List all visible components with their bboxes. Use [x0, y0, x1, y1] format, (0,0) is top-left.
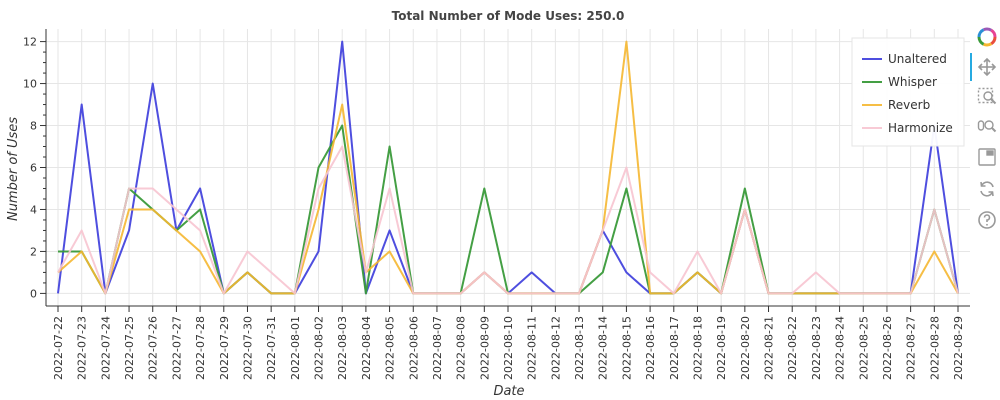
y-tick-label: 2: [30, 245, 37, 258]
x-tick-label: 2022-08-10: [502, 316, 515, 380]
x-tick-label: 2022-07-23: [76, 316, 89, 380]
y-tick-label: 6: [30, 162, 37, 175]
help-icon[interactable]: [976, 209, 998, 231]
x-tick-label: 2022-07-30: [241, 316, 254, 380]
x-tick-label: 2022-08-09: [478, 316, 491, 380]
x-tick-label: 2022-08-08: [455, 316, 468, 380]
x-tick-label: 2022-07-26: [147, 316, 160, 380]
x-tick-label: 2022-07-31: [265, 316, 278, 380]
x-tick-label: 2022-08-01: [289, 316, 302, 380]
legend-label-unaltered: Unaltered: [888, 52, 947, 66]
x-tick-label: 2022-08-12: [549, 316, 562, 380]
x-tick-label: 2022-08-28: [928, 316, 941, 380]
x-tick-label: 2022-08-04: [360, 316, 373, 380]
legend-label-whisper: Whisper: [888, 75, 937, 89]
x-tick-label: 2022-07-28: [194, 316, 207, 380]
x-axis-label: Date: [493, 384, 524, 399]
x-tick-label: 2022-07-22: [52, 316, 65, 380]
x-tick-label: 2022-08-27: [905, 316, 918, 380]
x-tick-label: 2022-08-17: [668, 316, 681, 380]
legend-label-reverb: Reverb: [888, 98, 930, 112]
series-lines: [57, 40, 959, 295]
x-tick-label: 2022-08-25: [857, 316, 870, 380]
x-tick-label: 2022-08-26: [881, 316, 894, 380]
x-tick-label: 2022-08-13: [573, 316, 586, 380]
x-tick-label: 2022-08-20: [739, 316, 752, 380]
y-tick-label: 8: [30, 120, 37, 133]
x-tick-label: 2022-08-16: [644, 316, 657, 380]
grid: [46, 29, 970, 306]
x-tick-label: 2022-08-24: [834, 316, 847, 380]
y-tick-label: 10: [23, 78, 37, 91]
box-zoom-icon[interactable]: [976, 86, 998, 108]
x-tick-label: 2022-07-24: [99, 316, 112, 380]
x-tick-label: 2022-08-14: [597, 316, 610, 380]
y-tick-label: 0: [30, 287, 37, 300]
chart-title: Total Number of Mode Uses: 250.0: [392, 9, 625, 23]
active-tool-indicator: [970, 53, 972, 81]
y-axis-label: Number of Uses: [6, 117, 21, 221]
x-tick-label: 2022-08-02: [313, 316, 326, 380]
y-tick-label: 4: [30, 203, 37, 216]
x-tick-label: 2022-08-19: [715, 316, 728, 380]
x-tick-label: 2022-07-25: [123, 316, 136, 380]
save-icon[interactable]: [976, 146, 998, 168]
x-tick-label: 2022-08-05: [384, 316, 397, 380]
bokeh-logo-icon[interactable]: [976, 26, 998, 48]
x-tick-label: 2022-07-29: [218, 316, 231, 380]
x-tick-label: 2022-08-18: [691, 316, 704, 380]
x-tick-label: 2022-08-07: [431, 316, 444, 380]
reset-icon[interactable]: [976, 178, 998, 200]
y-tick-label: 12: [23, 36, 37, 49]
x-tick-label: 2022-08-03: [336, 316, 349, 380]
series-line-harmonize: [57, 145, 959, 295]
wheel-zoom-icon[interactable]: [976, 116, 998, 138]
legend: Unaltered Whisper Reverb Harmonize: [851, 37, 965, 147]
pan-icon[interactable]: [976, 56, 998, 78]
x-tick-label: 2022-08-22: [786, 316, 799, 380]
x-axis-ticks: 2022-07-22 2022-07-23 2022-07-24 2022-07-25…: [52, 306, 965, 380]
x-tick-label: 2022-08-06: [407, 316, 420, 380]
x-tick-label: 2022-08-23: [810, 316, 823, 380]
x-tick-label: 2022-08-15: [620, 316, 633, 380]
y-axis-ticks: 0 2 4 6 8 10 12: [23, 36, 46, 300]
x-tick-label: 2022-07-27: [170, 316, 183, 380]
x-tick-label: 2022-08-11: [526, 316, 539, 380]
x-tick-label: 2022-08-29: [952, 316, 965, 380]
x-tick-label: 2022-08-21: [763, 316, 776, 380]
legend-label-harmonize: Harmonize: [888, 121, 953, 135]
